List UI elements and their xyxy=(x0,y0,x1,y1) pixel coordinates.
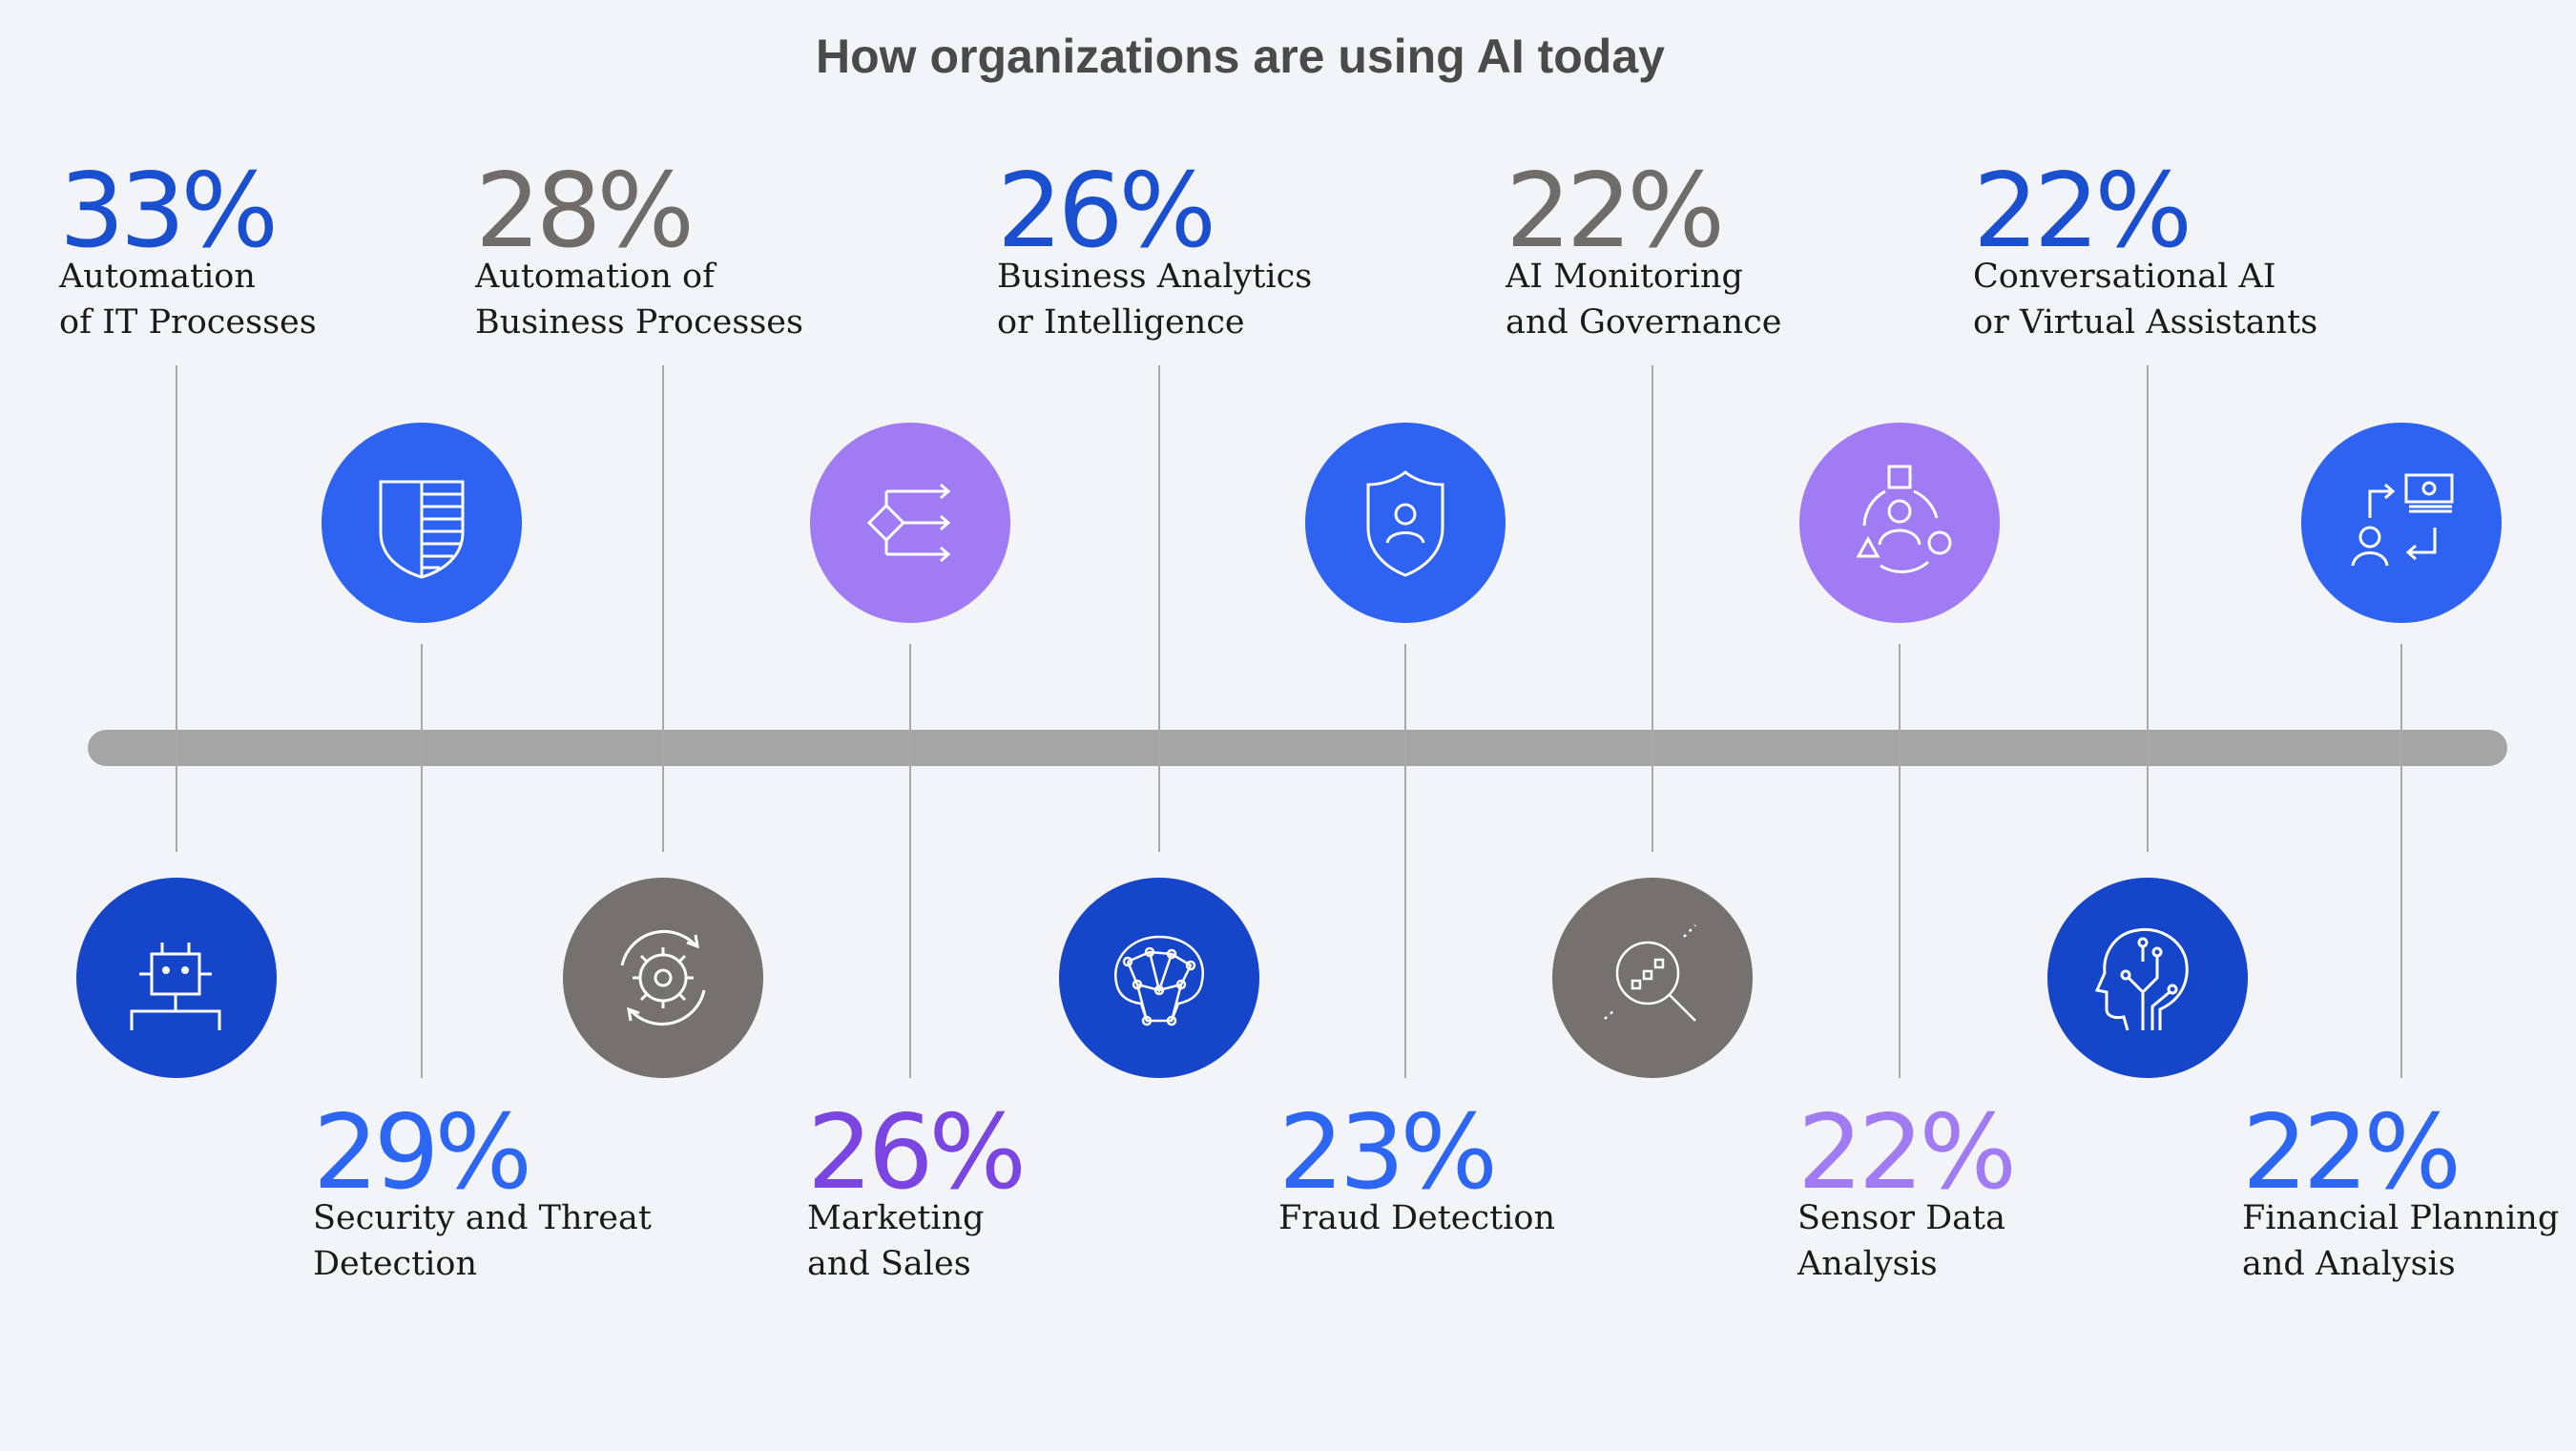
chart-title: How organizations are using AI today xyxy=(816,30,1665,83)
category-label: Fraud Detection xyxy=(1278,1195,1555,1241)
category-label-line: Business Processes xyxy=(475,303,803,342)
connector-line xyxy=(1158,365,1160,852)
category-label: Marketing and Sales xyxy=(807,1195,985,1287)
shield-striped-icon xyxy=(379,480,465,579)
connector-line xyxy=(1652,365,1653,852)
category-label-line: and Governance xyxy=(1506,303,1782,342)
category-label: Automation of IT Processes xyxy=(59,254,317,345)
connector-line xyxy=(2147,365,2149,852)
percentage-value: 26% xyxy=(807,1093,1027,1213)
percentage-value: 22% xyxy=(2242,1093,2462,1213)
icon-circle xyxy=(1059,878,1259,1078)
connector-line xyxy=(1899,644,1901,1078)
connector-line xyxy=(421,644,423,1078)
icon-circle xyxy=(322,423,522,623)
connector-line xyxy=(662,365,664,852)
connector-line xyxy=(176,365,177,852)
category-label-line: or Virtual Assistants xyxy=(1973,303,2318,342)
category-label-line: and Sales xyxy=(807,1245,971,1283)
gear-cycle-icon xyxy=(620,929,706,1026)
user-shield-icon xyxy=(1366,470,1444,577)
connector-line xyxy=(909,644,911,1078)
timeline-axis xyxy=(88,730,2507,766)
category-label: Conversational AI or Virtual Assistants xyxy=(1973,254,2317,345)
flow-arrows-icon xyxy=(866,483,951,563)
percentage-value: 28% xyxy=(475,152,695,271)
money-transfer-icon xyxy=(2351,473,2454,567)
category-label: Business Analytics or Intelligence xyxy=(997,254,1312,345)
category-label-line: of IT Processes xyxy=(59,303,317,342)
percentage-value: 29% xyxy=(313,1093,532,1213)
category-label-line: or Intelligence xyxy=(997,303,1245,342)
category-label-line: Conversational AI xyxy=(1973,258,2276,296)
category-label-line: Financial Planning xyxy=(2242,1199,2560,1237)
percentage-value: 23% xyxy=(1278,1093,1498,1213)
icon-circle xyxy=(76,878,277,1078)
people-shapes-icon xyxy=(1856,465,1952,573)
category-label-line: Detection xyxy=(313,1245,478,1283)
category-label-line: Fraud Detection xyxy=(1278,1199,1555,1237)
percentage-value: 26% xyxy=(997,152,1216,271)
category-label-line: Business Analytics xyxy=(997,258,1313,296)
connector-line xyxy=(2400,644,2402,1078)
percentage-value: 33% xyxy=(59,152,279,271)
category-label-line: Marketing xyxy=(807,1199,985,1237)
category-label: Sensor Data Analysis xyxy=(1797,1195,2005,1287)
percentage-value: 22% xyxy=(1506,152,1725,271)
icon-circle xyxy=(2047,878,2248,1078)
icon-circle xyxy=(810,423,1010,623)
percentage-value: 22% xyxy=(1797,1093,2017,1213)
percentage-value: 22% xyxy=(1973,152,2192,271)
category-label: Automation of Business Processes xyxy=(475,254,803,345)
brain-network-icon xyxy=(1113,935,1205,1026)
icon-circle xyxy=(1552,878,1753,1078)
icon-circle xyxy=(563,878,763,1078)
head-circuit-icon xyxy=(2094,927,2189,1031)
category-label: Security and Threat Detection xyxy=(313,1195,652,1287)
connector-line xyxy=(1404,644,1406,1078)
category-label-line: Security and Threat xyxy=(313,1199,652,1237)
category-label-line: Sensor Data xyxy=(1797,1199,2005,1237)
category-label-line: Analysis xyxy=(1797,1245,1938,1283)
category-label-line: Automation xyxy=(59,258,256,296)
category-label-line: AI Monitoring xyxy=(1506,258,1743,296)
icon-circle xyxy=(1305,423,1506,623)
category-label: Financial Planning and Analysis xyxy=(2242,1195,2559,1287)
icon-circle xyxy=(1799,423,2000,623)
category-label-line: Automation of xyxy=(475,258,716,296)
icon-circle xyxy=(2301,423,2502,623)
category-label: AI Monitoring and Governance xyxy=(1506,254,1781,345)
robot-icon xyxy=(130,943,221,1030)
category-label-line: and Analysis xyxy=(2242,1245,2456,1283)
magnifier-data-icon xyxy=(1604,924,1696,1022)
